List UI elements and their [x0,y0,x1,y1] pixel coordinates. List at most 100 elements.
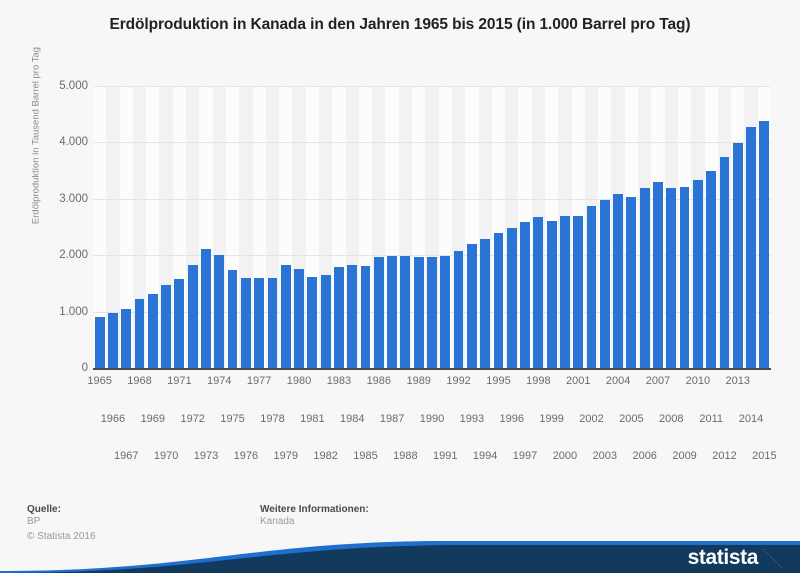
statista-logo[interactable]: statista [688,546,782,570]
x-tick-label: 1992 [446,375,471,387]
bar[interactable] [560,215,570,368]
source-label: Quelle: [27,504,61,515]
bar[interactable] [240,277,251,368]
bar[interactable] [506,228,517,368]
source-block: Quelle: BP © Statista 2016 [27,504,96,544]
brand-wave [0,541,800,573]
bar[interactable] [347,265,358,368]
bar[interactable] [480,238,491,368]
y-tick-label: 5.000 [59,80,88,92]
x-tick-label: 1983 [326,375,352,387]
bar[interactable] [187,264,198,368]
bar[interactable] [413,257,424,368]
x-tick-label: 2008 [659,413,684,425]
bar[interactable] [666,187,677,368]
bar[interactable] [599,199,610,368]
bar[interactable] [400,255,411,368]
bar[interactable] [373,257,384,368]
x-tick-label: 2003 [592,450,618,462]
x-tick-label: 1978 [260,413,285,425]
bar[interactable] [201,249,211,368]
x-tick-label: 1989 [406,375,431,387]
x-tick-label: 1986 [366,375,392,387]
x-tick-label: 2007 [645,375,671,387]
x-tick-label: 1975 [220,413,245,425]
x-tick-label: 1980 [286,375,312,387]
bar[interactable] [387,256,398,368]
bar[interactable] [453,251,464,368]
x-tick-label: 1981 [300,413,325,425]
bar[interactable] [280,264,291,368]
more-info-value[interactable]: Kanada [260,516,295,527]
statista-wordmark: statista [687,546,759,569]
bar[interactable] [214,255,225,368]
x-tick-label: 2015 [752,450,777,462]
bar[interactable] [334,267,344,368]
y-tick-label: 2.000 [59,249,88,262]
x-tick-label: 2013 [725,375,750,387]
gridline [93,198,771,200]
bar[interactable] [227,270,238,368]
bar[interactable] [294,269,304,368]
bar[interactable] [307,277,318,368]
x-tick-label: 1969 [140,413,166,425]
bar[interactable] [546,221,557,368]
x-tick-label: 1987 [379,413,405,425]
bar[interactable] [134,298,145,368]
x-tick-label: 2002 [579,413,604,425]
bar[interactable] [267,277,278,368]
x-tick-label: 1971 [167,375,192,387]
bar[interactable] [732,142,743,368]
bar[interactable] [586,206,597,368]
x-tick-label: 2009 [672,450,697,462]
more-info-block: Weitere Informationen: Kanada [260,504,369,530]
x-tick-label: 1994 [472,450,498,462]
page-title: Erdölproduktion in Kanada in den Jahren … [109,16,691,33]
statista-mark-icon [763,548,782,568]
x-tick-label: 2010 [685,375,711,387]
bar[interactable] [759,120,770,368]
x-tick-label: 1997 [512,450,538,462]
x-tick-label: 1993 [459,413,485,425]
x-tick-label: 2014 [738,413,764,425]
bar[interactable] [466,244,477,368]
plot-stripe [106,86,120,368]
gridline [93,86,771,87]
x-tick-label: 1985 [353,450,378,462]
bar[interactable] [653,182,663,368]
gridline [93,255,771,257]
bar[interactable] [533,217,544,368]
x-tick-label: 1977 [246,375,272,387]
bar[interactable] [440,256,451,368]
bar[interactable] [427,257,437,368]
x-tick-label: 1995 [486,375,511,387]
bar[interactable] [493,232,504,368]
bar[interactable] [147,294,158,368]
bar[interactable] [254,277,265,368]
bar[interactable] [719,157,730,368]
x-tick-label: 2006 [632,450,657,462]
bar[interactable] [573,216,584,368]
plot-stripe [132,86,147,368]
bar[interactable] [626,196,637,368]
bar[interactable] [161,285,172,368]
x-axis-line [93,368,771,370]
x-tick-label: 2012 [712,450,737,462]
bar[interactable] [360,265,371,368]
bar[interactable] [108,313,118,368]
bar[interactable] [692,179,703,368]
bar[interactable] [679,186,690,368]
bar[interactable] [320,274,331,368]
x-tick-label: 2000 [552,450,578,462]
bar[interactable] [121,308,132,368]
bar[interactable] [639,187,650,368]
bar[interactable] [706,170,717,368]
y-tick-label: 1.000 [59,305,88,318]
plot-area [93,86,771,368]
bar[interactable] [520,221,530,368]
more-info-label: Weitere Informationen: [260,504,369,515]
bar[interactable] [613,193,624,368]
bar[interactable] [94,317,105,368]
bar[interactable] [746,127,756,368]
bar[interactable] [174,278,185,368]
